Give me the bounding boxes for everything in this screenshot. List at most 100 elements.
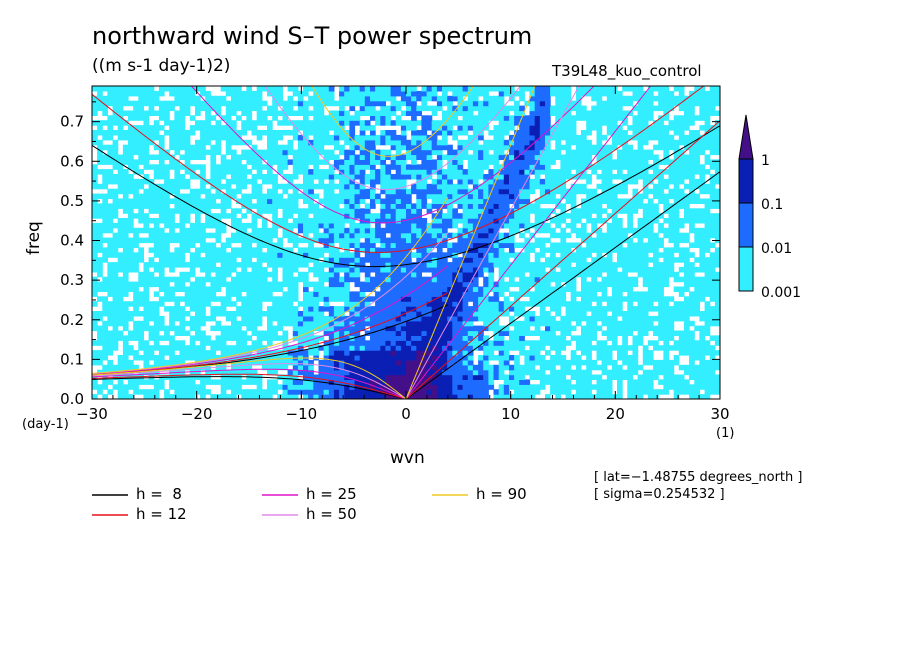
power-cell — [596, 183, 603, 190]
power-cell — [421, 359, 428, 366]
power-cell — [189, 154, 196, 160]
power-cell — [627, 296, 633, 302]
power-cell — [92, 340, 98, 346]
power-cell — [457, 159, 464, 165]
power-cell — [524, 164, 531, 170]
power-cell — [622, 178, 628, 185]
power-cell — [411, 359, 417, 366]
power-cell — [272, 213, 278, 219]
power-cell — [406, 330, 412, 336]
power-cell — [395, 242, 402, 248]
power-cell — [406, 271, 412, 278]
power-cell — [472, 276, 479, 283]
power-cell — [297, 389, 304, 395]
power-cell — [426, 374, 433, 380]
power-cell — [555, 242, 561, 248]
power-cell — [632, 164, 639, 170]
power-cell — [236, 335, 242, 341]
power-cell — [447, 384, 453, 390]
power-cell — [421, 232, 428, 239]
power-cell — [472, 252, 479, 258]
power-cell — [313, 237, 319, 244]
power-cell — [647, 291, 654, 297]
power-cell — [102, 237, 108, 244]
power-cell — [699, 355, 706, 361]
power-cell — [678, 164, 685, 170]
power-cell — [411, 394, 417, 399]
power-cell — [550, 389, 556, 395]
power-cell — [292, 183, 299, 190]
power-cell — [565, 389, 572, 395]
power-cell — [478, 232, 484, 239]
power-cell — [709, 276, 716, 283]
power-cell — [354, 291, 361, 297]
power-cell — [493, 281, 500, 288]
power-cell — [581, 345, 587, 351]
power-cell — [467, 159, 474, 165]
power-cell — [287, 267, 294, 273]
power-cell — [128, 262, 134, 268]
power-cell — [313, 311, 319, 317]
power-cell — [256, 183, 263, 190]
power-cell — [122, 222, 129, 229]
power-cell — [308, 369, 314, 376]
power-cell — [200, 188, 206, 195]
power-cell — [704, 218, 711, 224]
power-cell — [586, 178, 592, 185]
power-cell — [380, 198, 386, 204]
power-cell — [236, 389, 242, 395]
power-cell — [483, 389, 489, 395]
power-cell — [287, 227, 294, 234]
power-cell — [246, 203, 253, 209]
power-cell — [694, 159, 700, 165]
power-cell — [462, 315, 469, 322]
power-cell — [503, 330, 510, 336]
power-cell — [560, 252, 567, 258]
power-cell — [534, 159, 541, 165]
power-cell — [241, 169, 247, 175]
power-cell — [457, 364, 464, 371]
power-cell — [699, 296, 706, 302]
power-cell — [684, 325, 690, 332]
power-cell — [668, 384, 675, 390]
power-cell — [627, 257, 633, 263]
power-cell — [431, 222, 438, 229]
power-cell — [575, 301, 582, 307]
power-cell — [637, 311, 644, 317]
power-cell — [400, 154, 407, 160]
power-cell — [277, 218, 283, 224]
power-cell — [647, 247, 654, 253]
power-cell — [92, 267, 98, 273]
power-cell — [364, 247, 371, 253]
power-cell — [694, 301, 700, 307]
power-cell — [658, 335, 664, 341]
power-cell — [277, 222, 283, 229]
power-cell — [184, 247, 191, 253]
power-cell — [627, 394, 633, 399]
power-cell — [483, 364, 489, 371]
power-cell — [400, 291, 407, 297]
power-cell — [411, 218, 417, 224]
power-cell — [359, 374, 366, 380]
power-cell — [411, 183, 417, 190]
power-cell — [370, 330, 376, 336]
power-cell — [493, 335, 500, 341]
power-cell — [122, 394, 129, 399]
power-cell — [653, 232, 659, 239]
power-cell — [699, 262, 706, 268]
power-cell — [436, 291, 443, 297]
power-cell — [442, 257, 448, 263]
power-cell — [606, 169, 613, 175]
power-cell — [323, 350, 330, 356]
power-cell — [158, 232, 165, 239]
power-cell — [421, 267, 428, 273]
power-cell — [102, 218, 108, 224]
power-cell — [509, 169, 515, 175]
power-cell — [328, 218, 335, 224]
power-cell — [164, 276, 170, 283]
power-cell — [447, 394, 453, 399]
power-cell — [658, 306, 664, 312]
power-cell — [668, 379, 675, 385]
power-cell — [205, 203, 211, 209]
power-cell — [421, 159, 428, 165]
